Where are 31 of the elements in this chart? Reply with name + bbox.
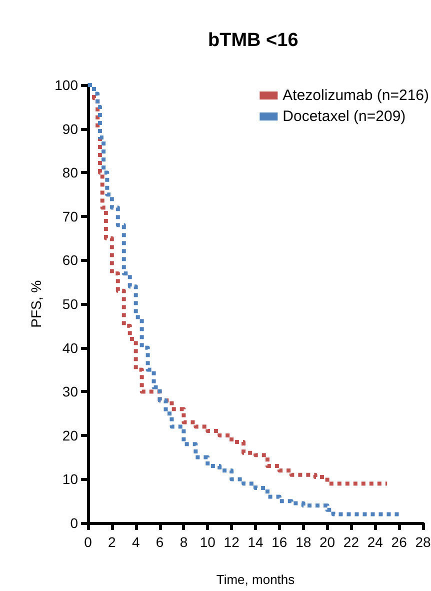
x-tick-label: 18	[296, 534, 312, 550]
y-tick-label: 40	[62, 340, 78, 356]
x-tick-label: 4	[132, 534, 140, 550]
y-tick-label: 90	[62, 120, 78, 137]
y-tick-label: 60	[62, 252, 78, 268]
y-tick-label: 0	[70, 515, 78, 531]
x-tick-label: 2	[108, 534, 116, 550]
y-tick-label: 20	[62, 427, 78, 444]
y-tick-label: 80	[62, 164, 78, 181]
chart-title: bTMB <16	[208, 30, 298, 51]
y-axis-title: PFS, %	[28, 280, 44, 328]
x-tick-label: 24	[367, 534, 384, 550]
x-axis-title: Time, months	[216, 572, 296, 587]
x-tick-label: 12	[224, 534, 240, 550]
x-tick-label: 26	[391, 534, 408, 550]
y-tick-label: 30	[62, 384, 78, 400]
y-tick-label: 10	[62, 471, 78, 488]
y-tick-label: 70	[62, 208, 78, 224]
x-tick-label: 10	[200, 534, 216, 550]
x-tick-label: 22	[343, 534, 360, 550]
x-tick-label: 0	[84, 534, 92, 550]
x-tick-label: 20	[319, 534, 336, 550]
legend-label: Atezolizumab (n=216)	[282, 87, 430, 104]
x-tick-label: 8	[180, 534, 188, 550]
x-tick-label: 16	[272, 534, 288, 550]
legend-label: Docetaxel (n=209)	[282, 108, 406, 125]
x-tick-label: 6	[156, 534, 164, 550]
y-tick-label: 50	[62, 296, 78, 312]
x-tick-label: 14	[248, 534, 264, 550]
x-tick-label: 28	[415, 534, 431, 550]
y-tick-label: 100	[54, 77, 78, 93]
